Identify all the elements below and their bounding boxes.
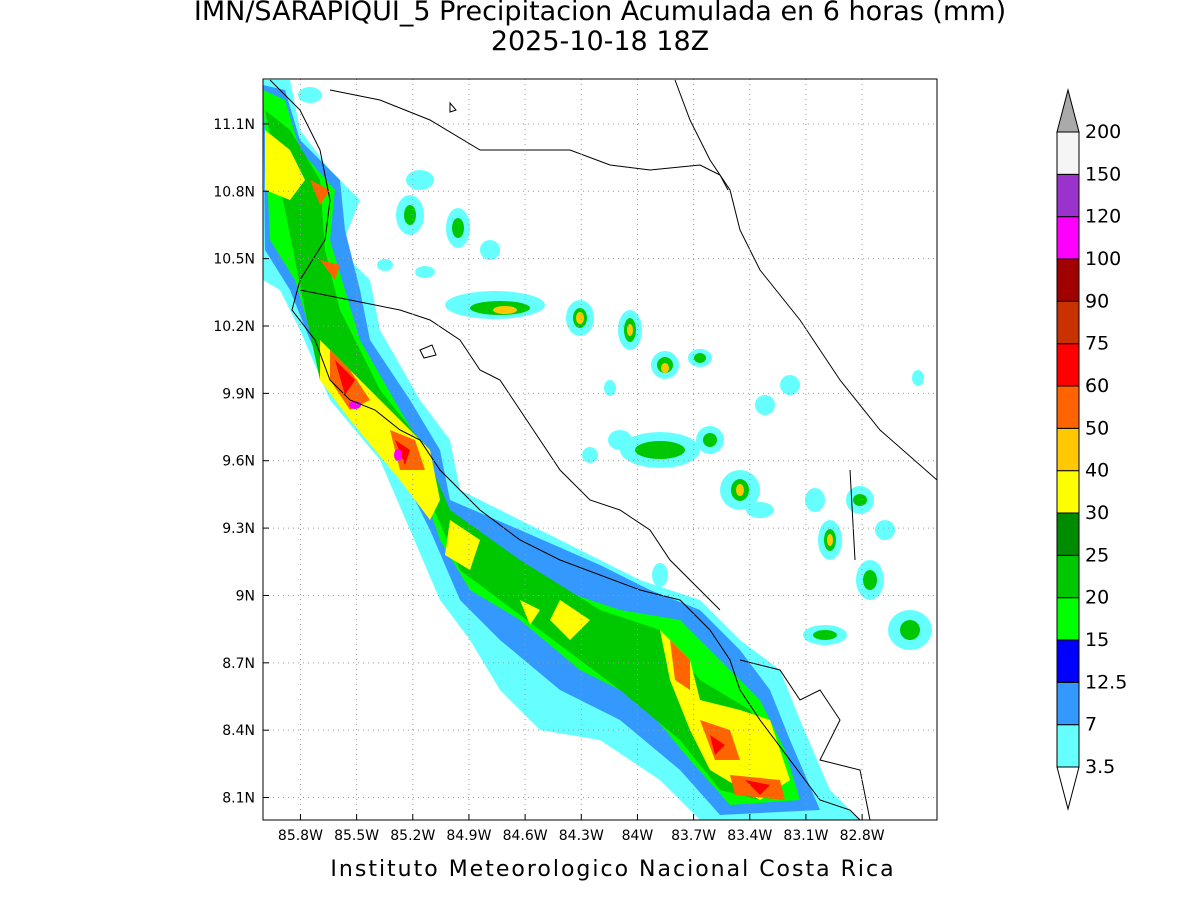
map-title: IMN/SARAPIQUI_5 Precipitacion Acumulada … [194, 0, 1006, 27]
lon-tick-label: 84.6W [503, 828, 548, 844]
lon-tick-label: 83.4W [727, 828, 772, 844]
colorbar-label: 200 [1085, 121, 1121, 143]
lon-tick-label: 82.8W [840, 828, 885, 844]
colorbar-box [1056, 131, 1080, 175]
colorbar-label: 50 [1085, 417, 1109, 439]
colorbar-label: 90 [1085, 290, 1109, 312]
colorbar-box [1056, 512, 1080, 556]
map-subtitle: 2025-10-18 18Z [491, 26, 709, 57]
lat-tick-label: 9.3N [222, 521, 255, 537]
colorbar-box [1056, 300, 1080, 345]
colorbar-box [1056, 427, 1080, 472]
lat-tick-label: 11.1N [213, 117, 255, 133]
colorbar-label: 12.5 [1085, 671, 1127, 693]
colorbar-box [1056, 343, 1080, 387]
colorbar-label: 7 [1085, 714, 1097, 736]
colorbar-under [1056, 766, 1080, 811]
colorbar-box [1056, 258, 1080, 302]
lon-tick-label: 83.7W [671, 828, 716, 844]
graticule: 85.8W 85.5W 85.2W 84.9W 84.6W 84.3W 84W 83.7W 83… [213, 79, 937, 844]
colorbar-box [1056, 470, 1080, 514]
lon-tick-label: 85.8W [278, 828, 323, 844]
colorbar-label: 60 [1085, 375, 1109, 397]
precip-field [263, 80, 932, 820]
colorbar-box [1056, 639, 1080, 683]
colorbar-label: 120 [1085, 206, 1121, 228]
colorbar-over [1056, 88, 1080, 133]
colorbar-label: 25 [1085, 544, 1109, 566]
lon-tick-label: 85.5W [334, 828, 379, 844]
colorbar: 3.5 7 12.5 15 20 25 30 40 50 60 75 90 100 120 150 200 [1056, 88, 1127, 811]
lon-tick-label: 84.9W [446, 828, 491, 844]
colorbar-box [1056, 597, 1080, 641]
colorbar-box [1056, 216, 1080, 260]
colorbar-label: 75 [1085, 333, 1109, 355]
colorbar-box [1056, 724, 1080, 768]
lat-tick-label: 8.1N [222, 791, 255, 807]
colorbar-label: 3.5 [1085, 756, 1115, 778]
lon-tick-label: 84W [622, 828, 654, 844]
colorbar-label: 100 [1085, 248, 1121, 270]
lat-tick-label: 9N [236, 588, 255, 604]
lat-tick-label: 8.7N [222, 656, 255, 672]
lat-tick-label: 10.5N [213, 252, 255, 268]
colorbar-box [1056, 173, 1080, 218]
colorbar-label: 150 [1085, 163, 1121, 185]
colorbar-label: 40 [1085, 460, 1109, 482]
colorbar-label: 30 [1085, 502, 1109, 524]
lat-tick-label: 9.6N [222, 454, 255, 470]
lat-tick-label: 9.9N [222, 386, 255, 402]
lon-tick-label: 85.2W [390, 828, 435, 844]
lat-tick-label: 10.8N [213, 184, 255, 200]
map-footer: Instituto Meteorologico Nacional Costa R… [330, 857, 895, 882]
lat-tick-label: 8.4N [222, 723, 255, 739]
map-frame [262, 78, 938, 821]
colorbar-box [1056, 554, 1080, 599]
colorbar-label: 15 [1085, 629, 1109, 651]
colorbar-box [1056, 385, 1080, 429]
colorbar-label: 20 [1085, 587, 1109, 609]
coastlines [269, 79, 937, 820]
colorbar-box [1056, 681, 1080, 726]
lon-tick-label: 84.3W [559, 828, 604, 844]
lat-tick-label: 10.2N [213, 319, 255, 335]
lon-tick-label: 83.1W [783, 828, 828, 844]
